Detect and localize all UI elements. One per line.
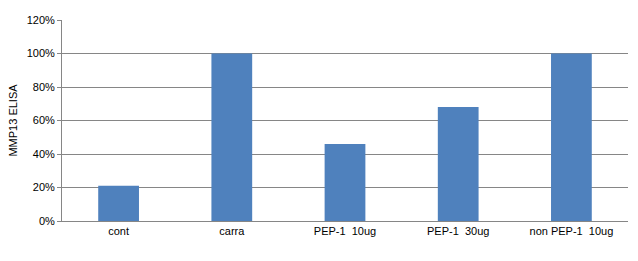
svg-text:0%: 0% [39, 215, 55, 227]
svg-text:non PEP-1 10ug: non PEP-1 10ug [530, 225, 614, 237]
svg-text:60%: 60% [33, 114, 55, 126]
svg-text:120%: 120% [27, 14, 55, 26]
svg-text:PEP-1 30ug: PEP-1 30ug [427, 225, 489, 237]
svg-text:PEP-1 10ug: PEP-1 10ug [314, 225, 376, 237]
svg-text:cont: cont [108, 225, 129, 237]
svg-text:100%: 100% [27, 47, 55, 59]
svg-text:carra: carra [219, 225, 245, 237]
svg-text:80%: 80% [33, 81, 55, 93]
svg-text:40%: 40% [33, 148, 55, 160]
svg-text:20%: 20% [33, 181, 55, 193]
svg-text:MMP13 ELISA: MMP13 ELISA [7, 84, 19, 157]
